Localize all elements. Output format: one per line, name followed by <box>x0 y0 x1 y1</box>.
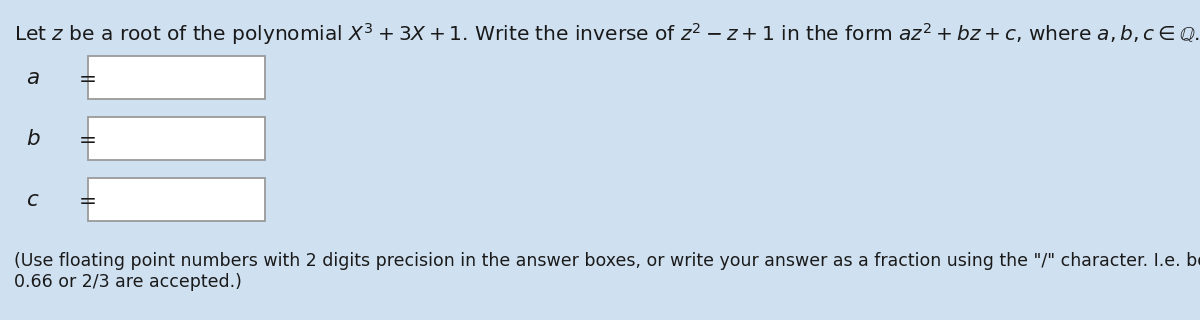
FancyBboxPatch shape <box>88 117 265 160</box>
Text: (Use floating point numbers with 2 digits precision in the answer boxes, or writ: (Use floating point numbers with 2 digit… <box>14 252 1200 291</box>
Text: Let $z$ be a root of the polynomial $X^3 + 3X + 1$. Write the inverse of $z^2 - : Let $z$ be a root of the polynomial $X^3… <box>14 21 1200 47</box>
Text: $a$: $a$ <box>26 68 40 89</box>
Text: $c$: $c$ <box>26 189 40 211</box>
Text: $=$: $=$ <box>74 190 96 210</box>
Text: $=$: $=$ <box>74 68 96 88</box>
Text: $b$: $b$ <box>26 128 41 150</box>
FancyBboxPatch shape <box>88 178 265 221</box>
FancyBboxPatch shape <box>88 56 265 99</box>
Text: $=$: $=$ <box>74 129 96 149</box>
